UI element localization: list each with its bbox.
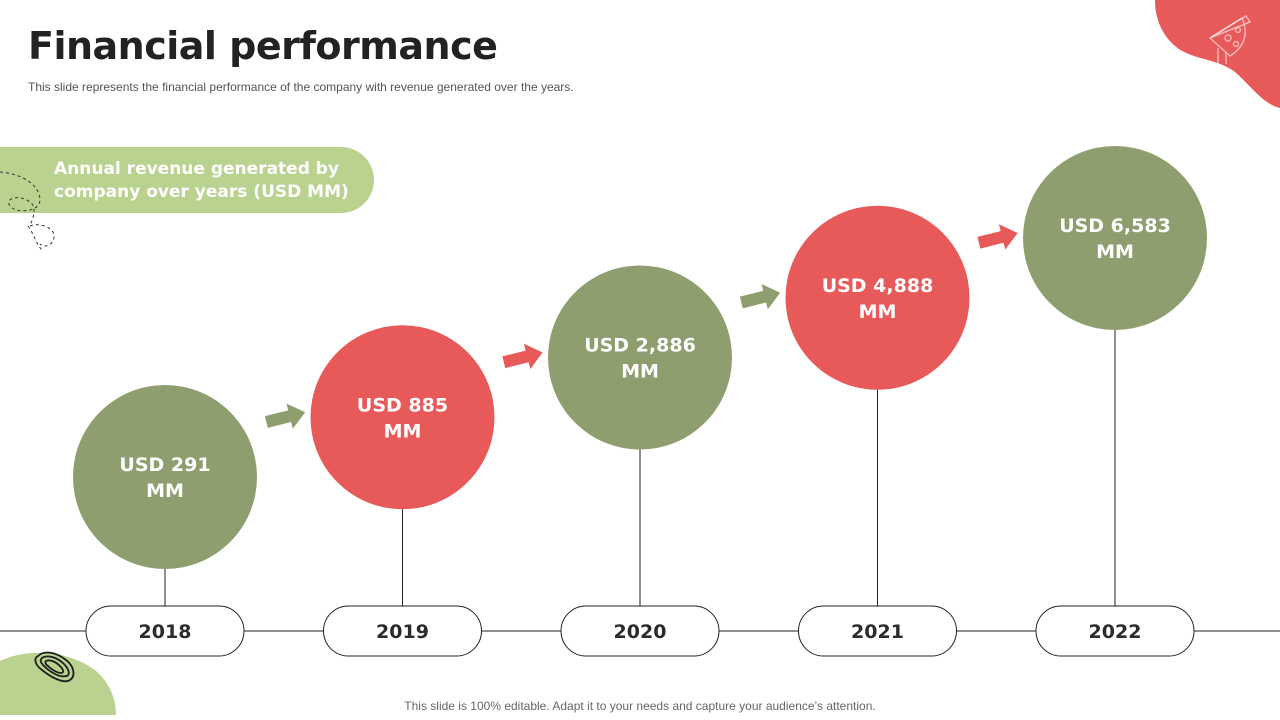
bottom-decoration-blob xyxy=(0,652,120,720)
trend-arrow-icon xyxy=(977,224,1018,250)
revenue-bubble-2022 xyxy=(1023,146,1207,330)
year-label: 2021 xyxy=(851,621,904,643)
year-label: 2019 xyxy=(376,621,429,643)
revenue-value-label: USD 2,886 MM xyxy=(584,335,696,383)
revenue-bubble-2018 xyxy=(73,385,257,569)
revenue-value-label: USD 291 MM xyxy=(119,454,210,502)
year-pill-2021 xyxy=(798,605,957,657)
bottom-blob-shape xyxy=(0,652,116,715)
revenue-bubble-2019 xyxy=(310,325,495,510)
year-pill-2019 xyxy=(323,605,482,657)
tag-loop-icon xyxy=(32,648,76,689)
year-pill-2020 xyxy=(560,605,720,657)
trend-arrow-icon xyxy=(739,284,781,310)
banner-text: Annual revenue generated by company over… xyxy=(54,159,349,202)
revenue-bubble-2020 xyxy=(548,265,732,450)
dashed-doodle-icon xyxy=(0,168,60,258)
trend-arrow-icon xyxy=(502,343,543,370)
revenue-value-label: USD 885 MM xyxy=(357,394,448,442)
revenue-value-label: USD 4,888 MM xyxy=(822,275,934,323)
revenue-value-label: USD 6,583 MM xyxy=(1059,215,1171,263)
year-label: 2020 xyxy=(614,621,667,643)
year-pill-2018 xyxy=(85,605,245,657)
page-title: Financial performance xyxy=(28,24,498,68)
year-pill-2022 xyxy=(1035,605,1195,657)
year-label: 2018 xyxy=(139,621,192,643)
trend-arrow-icon xyxy=(264,403,306,429)
chart-title-banner: Annual revenue generated by company over… xyxy=(0,147,374,213)
revenue-bubble-2021 xyxy=(785,205,970,390)
footer-note: This slide is 100% editable. Adapt it to… xyxy=(404,699,876,713)
year-label: 2022 xyxy=(1089,621,1142,643)
page-subtitle: This slide represents the financial perf… xyxy=(28,80,574,94)
pizza-slice-icon xyxy=(1206,12,1254,79)
